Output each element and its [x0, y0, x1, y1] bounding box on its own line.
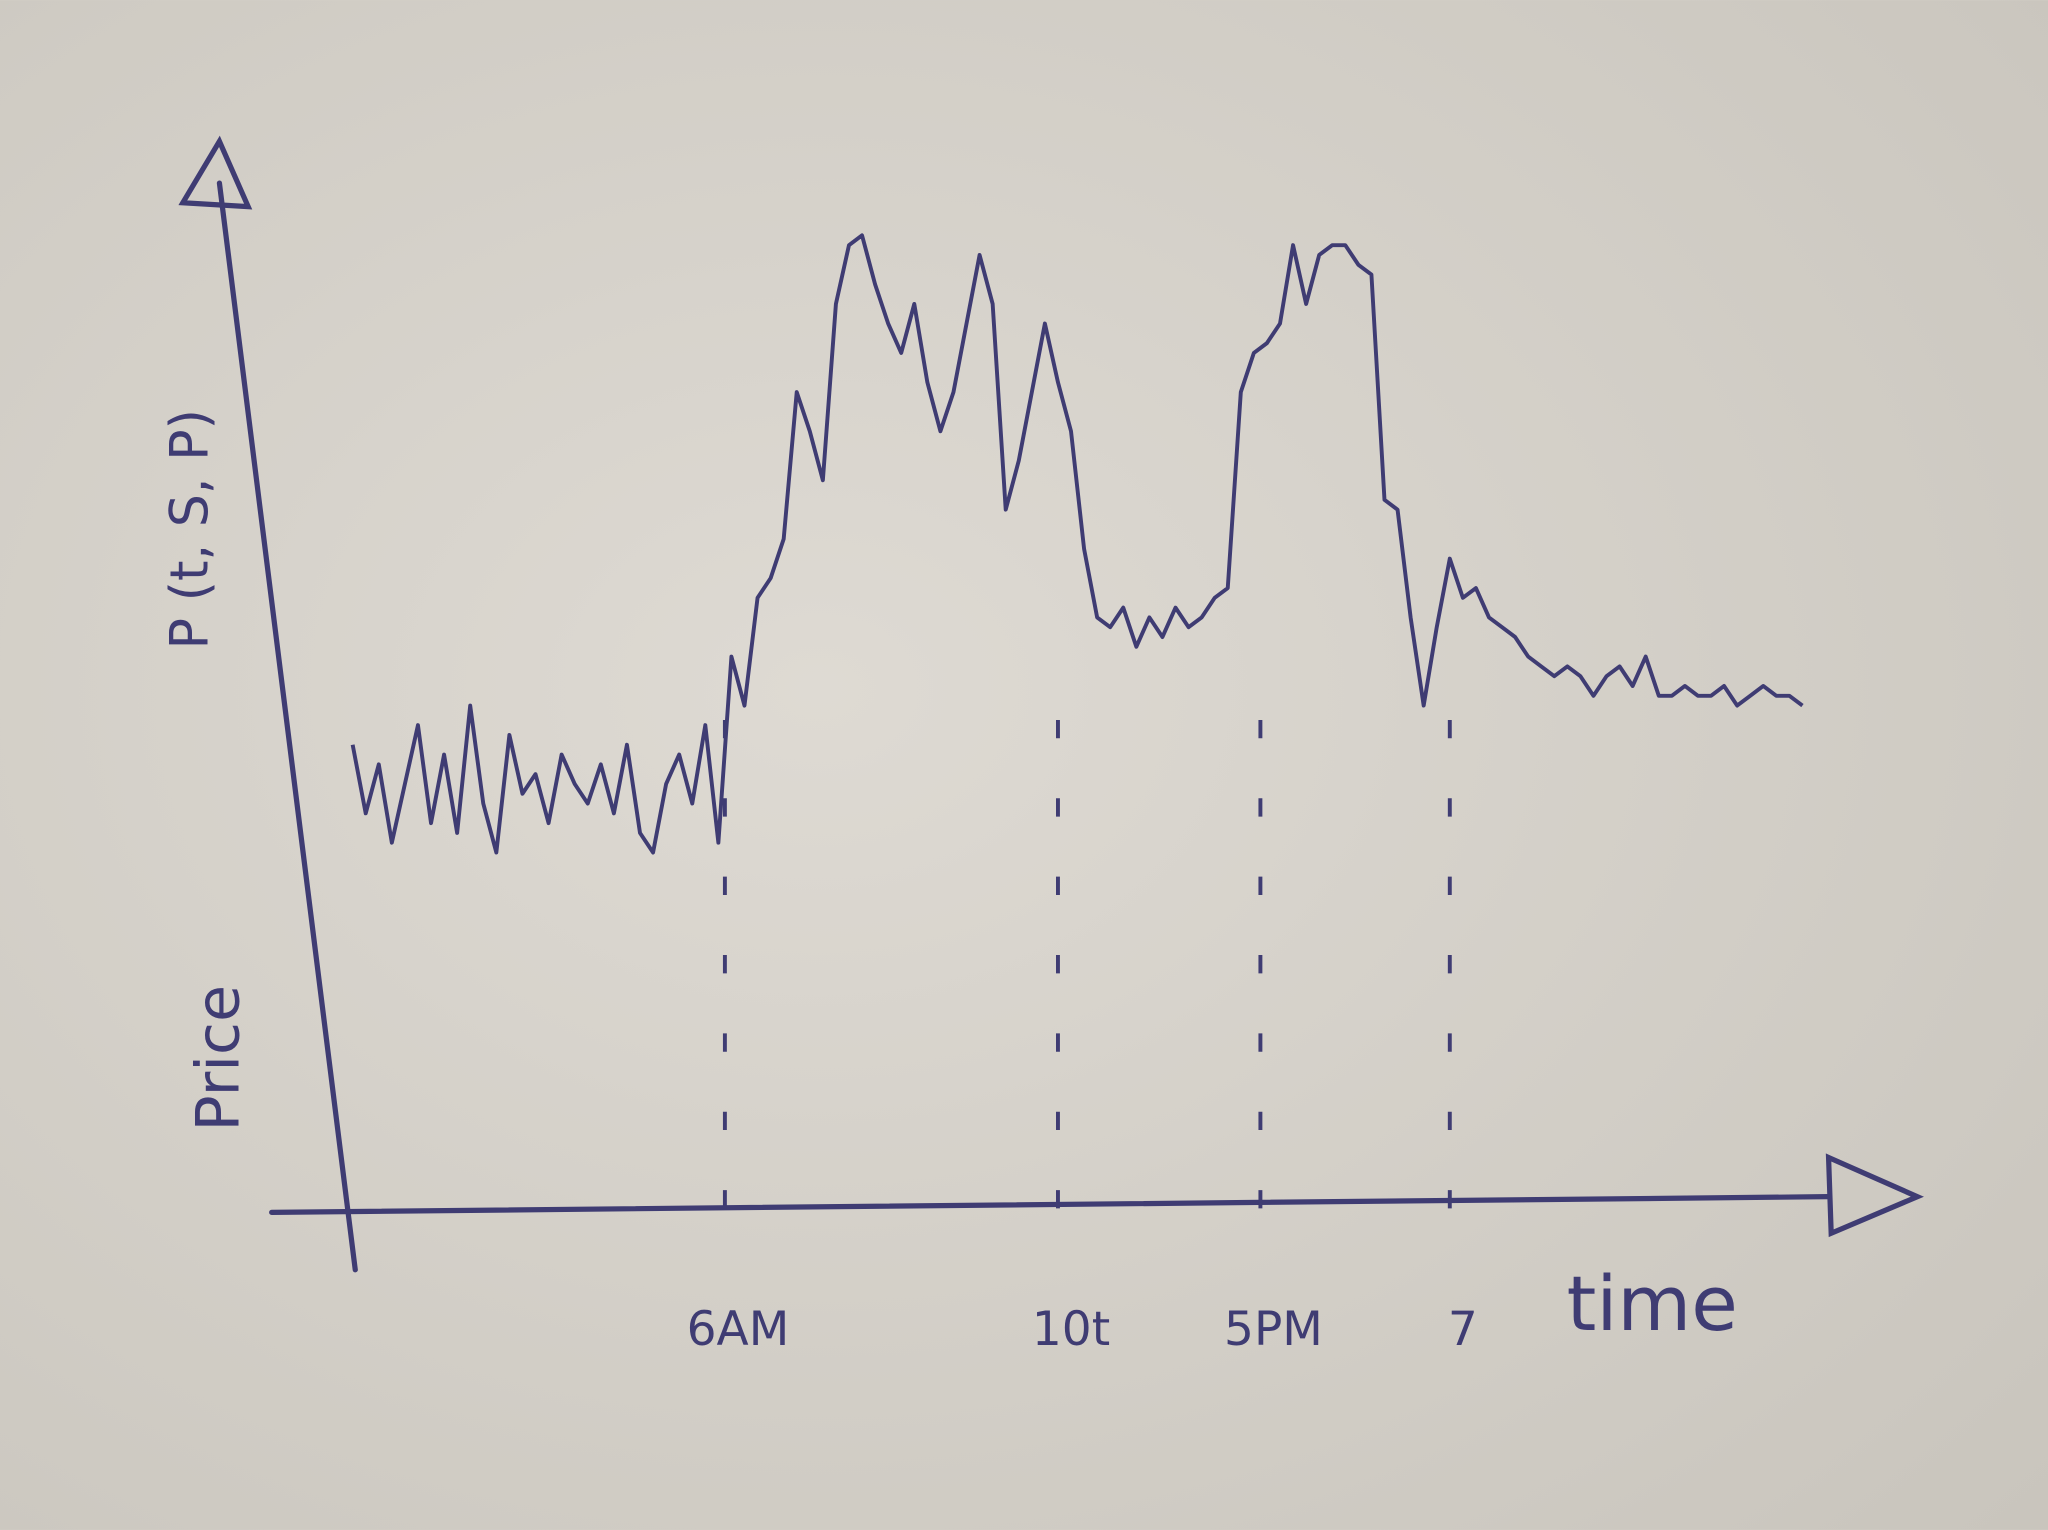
x-axis-label: time	[1567, 1260, 1738, 1348]
y-axis-formula: P (t, S, P)	[160, 409, 220, 649]
y-axis	[216, 180, 358, 1273]
x-axis-arrow	[1825, 1153, 1924, 1238]
price-line	[350, 233, 1804, 855]
y-axis-label: Price	[184, 985, 254, 1132]
x-tick-label: 7	[1448, 1302, 1478, 1357]
x-tick-label: 10t	[1032, 1302, 1110, 1357]
x-tick-label: 5PM	[1224, 1302, 1323, 1357]
y-axis-arrow	[178, 135, 253, 210]
x-axis	[269, 1194, 1832, 1215]
x-tick-label: 6AM	[687, 1302, 790, 1357]
